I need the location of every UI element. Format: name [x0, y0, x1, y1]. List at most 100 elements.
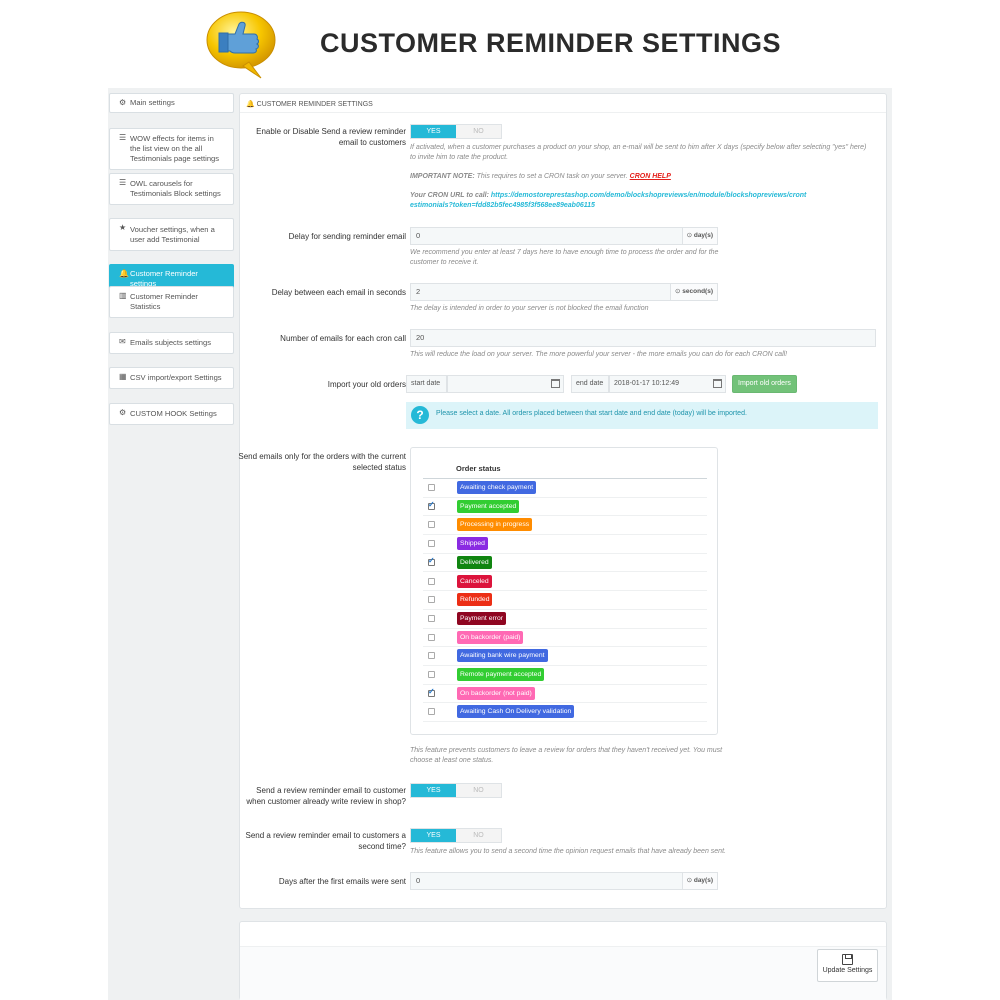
sidebar-item-emails-subjects-settings[interactable]: ✉ Emails subjects settings — [109, 332, 234, 354]
table-row: Delivered — [423, 554, 707, 573]
thumbs-up-speech-bubble-icon — [206, 11, 276, 79]
settings-panel: 🔔 CUSTOMER REMINDER SETTINGS Enable or D… — [238, 93, 887, 909]
delay-between-value: 2 — [416, 287, 421, 296]
status-checkbox[interactable] — [428, 540, 435, 548]
enable-label: Enable or Disable Send a review reminder… — [256, 127, 406, 147]
second-time-yes-option[interactable]: YES — [411, 829, 456, 842]
cron-url-link[interactable]: https://demostoreprestashop.com/demo/blo… — [410, 192, 807, 209]
sidebar-item-label: OWL carousels for Testimonials Block set… — [130, 179, 221, 198]
delay-help: We recommend you enter at least 7 days h… — [410, 249, 719, 266]
days-after-input[interactable]: 0 ⊙ day(s) — [410, 872, 718, 890]
status-badge: Payment error — [457, 611, 507, 625]
second-time-toggle[interactable]: YES NO — [410, 828, 502, 843]
cron-help-link[interactable]: CRON HELP — [629, 173, 671, 180]
divider — [240, 112, 886, 113]
status-badge: On backorder (not paid) — [457, 686, 535, 700]
status-checkbox[interactable] — [428, 521, 435, 529]
calendar-icon[interactable] — [551, 379, 560, 388]
status-badge: Awaiting check payment — [457, 481, 537, 494]
days-after-label: Days after the first emails were sent — [278, 877, 406, 886]
status-checkbox[interactable] — [428, 708, 435, 716]
gears-icon: ⚙ — [119, 408, 127, 417]
enable-toggle[interactable]: YES NO — [410, 124, 502, 139]
already-reviewed-label: Send a review reminder email to customer… — [246, 786, 406, 806]
sidebar-item-wow-effects-for-items-in-the-list-view-o[interactable]: ☰ WOW effects for items in the list view … — [109, 128, 234, 170]
end-date-input[interactable]: 2018-01-17 10:12:49 — [609, 375, 726, 393]
enable-yes-option[interactable]: YES — [411, 125, 456, 138]
delay-between-unit-text: second(s) — [682, 288, 713, 295]
status-badge: Refunded — [457, 593, 493, 607]
note-label: IMPORTANT NOTE: — [410, 173, 475, 180]
table-row: Awaiting Cash On Delivery validation — [423, 703, 707, 723]
gears-icon: ⚙ — [119, 98, 127, 107]
sidebar-item-owl-carousels-for-testimonials-block-set[interactable]: ☰ OWL carousels for Testimonials Block se… — [109, 173, 234, 205]
table-row: Shipped — [423, 535, 707, 554]
question-icon: ? — [411, 406, 429, 424]
status-checkbox[interactable] — [428, 484, 435, 491]
delay-between-input[interactable]: 2 ⊙ second(s) — [410, 283, 718, 301]
save-icon — [842, 954, 853, 965]
sidebar-item-custom-hook-settings[interactable]: ⚙ CUSTOM HOOK Settings — [109, 403, 234, 425]
delay-unit: ⊙ day(s) — [681, 228, 717, 244]
star-icon: ★ — [119, 223, 127, 232]
table-icon: ▦ — [119, 372, 127, 381]
sidebar-item-label: Main settings — [130, 98, 175, 107]
already-reviewed-yes-option[interactable]: YES — [411, 784, 456, 797]
delay-input[interactable]: 0 ⊙ day(s) — [410, 227, 718, 245]
start-date-input[interactable] — [447, 375, 564, 393]
delay-unit-text: day(s) — [693, 232, 713, 239]
emails-count-help: This will reduce the load on your server… — [410, 351, 788, 358]
table-row: On backorder (not paid) — [423, 685, 707, 704]
sidebar-item-voucher-settings-when-a-user-add-testimo[interactable]: ★ Voucher settings, when a user add Testi… — [109, 218, 234, 251]
sliders-icon: ☰ — [119, 178, 127, 187]
days-after-unit: ⊙ day(s) — [681, 873, 717, 889]
delay-between-unit: ⊙ second(s) — [670, 284, 717, 300]
emails-count-value: 20 — [416, 333, 425, 342]
status-checkbox[interactable] — [428, 577, 435, 585]
bell-icon: 🔔 — [119, 269, 129, 278]
statuses-label: Send emails only for the orders with the… — [238, 452, 406, 472]
sidebar-item-label: WOW effects for items in the list view o… — [130, 134, 220, 163]
update-settings-button[interactable]: Update Settings — [817, 949, 878, 982]
divider — [423, 478, 707, 479]
sidebar-item-label: CUSTOM HOOK Settings — [130, 409, 217, 418]
envelope-icon: ✉ — [119, 337, 126, 346]
import-old-orders-button[interactable]: Import old orders — [732, 375, 797, 393]
status-badge: Remote payment accepted — [457, 668, 545, 681]
footer-bar — [240, 947, 886, 1000]
table-row: Awaiting bank wire payment — [423, 647, 707, 666]
banner: CUSTOMER REMINDER SETTINGS — [0, 0, 1000, 88]
calendar-icon[interactable] — [713, 379, 722, 388]
sidebar-item-csv-import-export-settings[interactable]: ▦ CSV import/export Settings — [109, 367, 234, 389]
panel-heading-text: CUSTOMER REMINDER SETTINGS — [256, 101, 373, 108]
cron-url-line: Your CRON URL to call: https://demostore… — [410, 191, 810, 211]
sidebar-item-label: CSV import/export Settings — [130, 373, 222, 382]
important-note: IMPORTANT NOTE: This requires to set a C… — [410, 172, 870, 182]
already-reviewed-no-option[interactable]: NO — [456, 784, 501, 797]
note-text: This requires to set a CRON task on your… — [474, 173, 630, 180]
delay-between-label: Delay between each email in seconds — [271, 288, 406, 297]
days-after-value: 0 — [416, 876, 421, 885]
status-checkbox[interactable] — [428, 652, 435, 660]
status-checkbox[interactable] — [428, 633, 435, 641]
status-badge: Payment accepted — [457, 499, 520, 513]
table-row: Remote payment accepted — [423, 666, 707, 685]
already-reviewed-toggle[interactable]: YES NO — [410, 783, 502, 798]
page-title: CUSTOMER REMINDER SETTINGS — [320, 28, 782, 58]
status-checkbox[interactable] — [428, 500, 435, 510]
status-checkbox[interactable] — [428, 671, 435, 678]
status-checkbox[interactable] — [428, 687, 435, 697]
enable-help: If activated, when a customer purchases … — [410, 144, 867, 161]
second-time-no-option[interactable]: NO — [456, 829, 501, 842]
enable-no-option[interactable]: NO — [456, 125, 501, 138]
status-checkbox[interactable] — [428, 614, 435, 622]
status-checkbox[interactable] — [428, 556, 435, 566]
emails-count-input[interactable]: 20 — [410, 329, 876, 347]
sidebar-item-customer-reminder-statistics[interactable]: ▥ Customer Reminder Statistics — [109, 286, 234, 318]
status-badge: Shipped — [457, 537, 488, 551]
table-row: Canceled — [423, 573, 707, 592]
status-checkbox[interactable] — [428, 596, 435, 604]
bar-chart-icon: ▥ — [119, 291, 127, 300]
sidebar-item-label: Customer Reminder Statistics — [130, 292, 198, 311]
sidebar-item-main-settings[interactable]: ⚙ Main settings — [109, 93, 234, 113]
